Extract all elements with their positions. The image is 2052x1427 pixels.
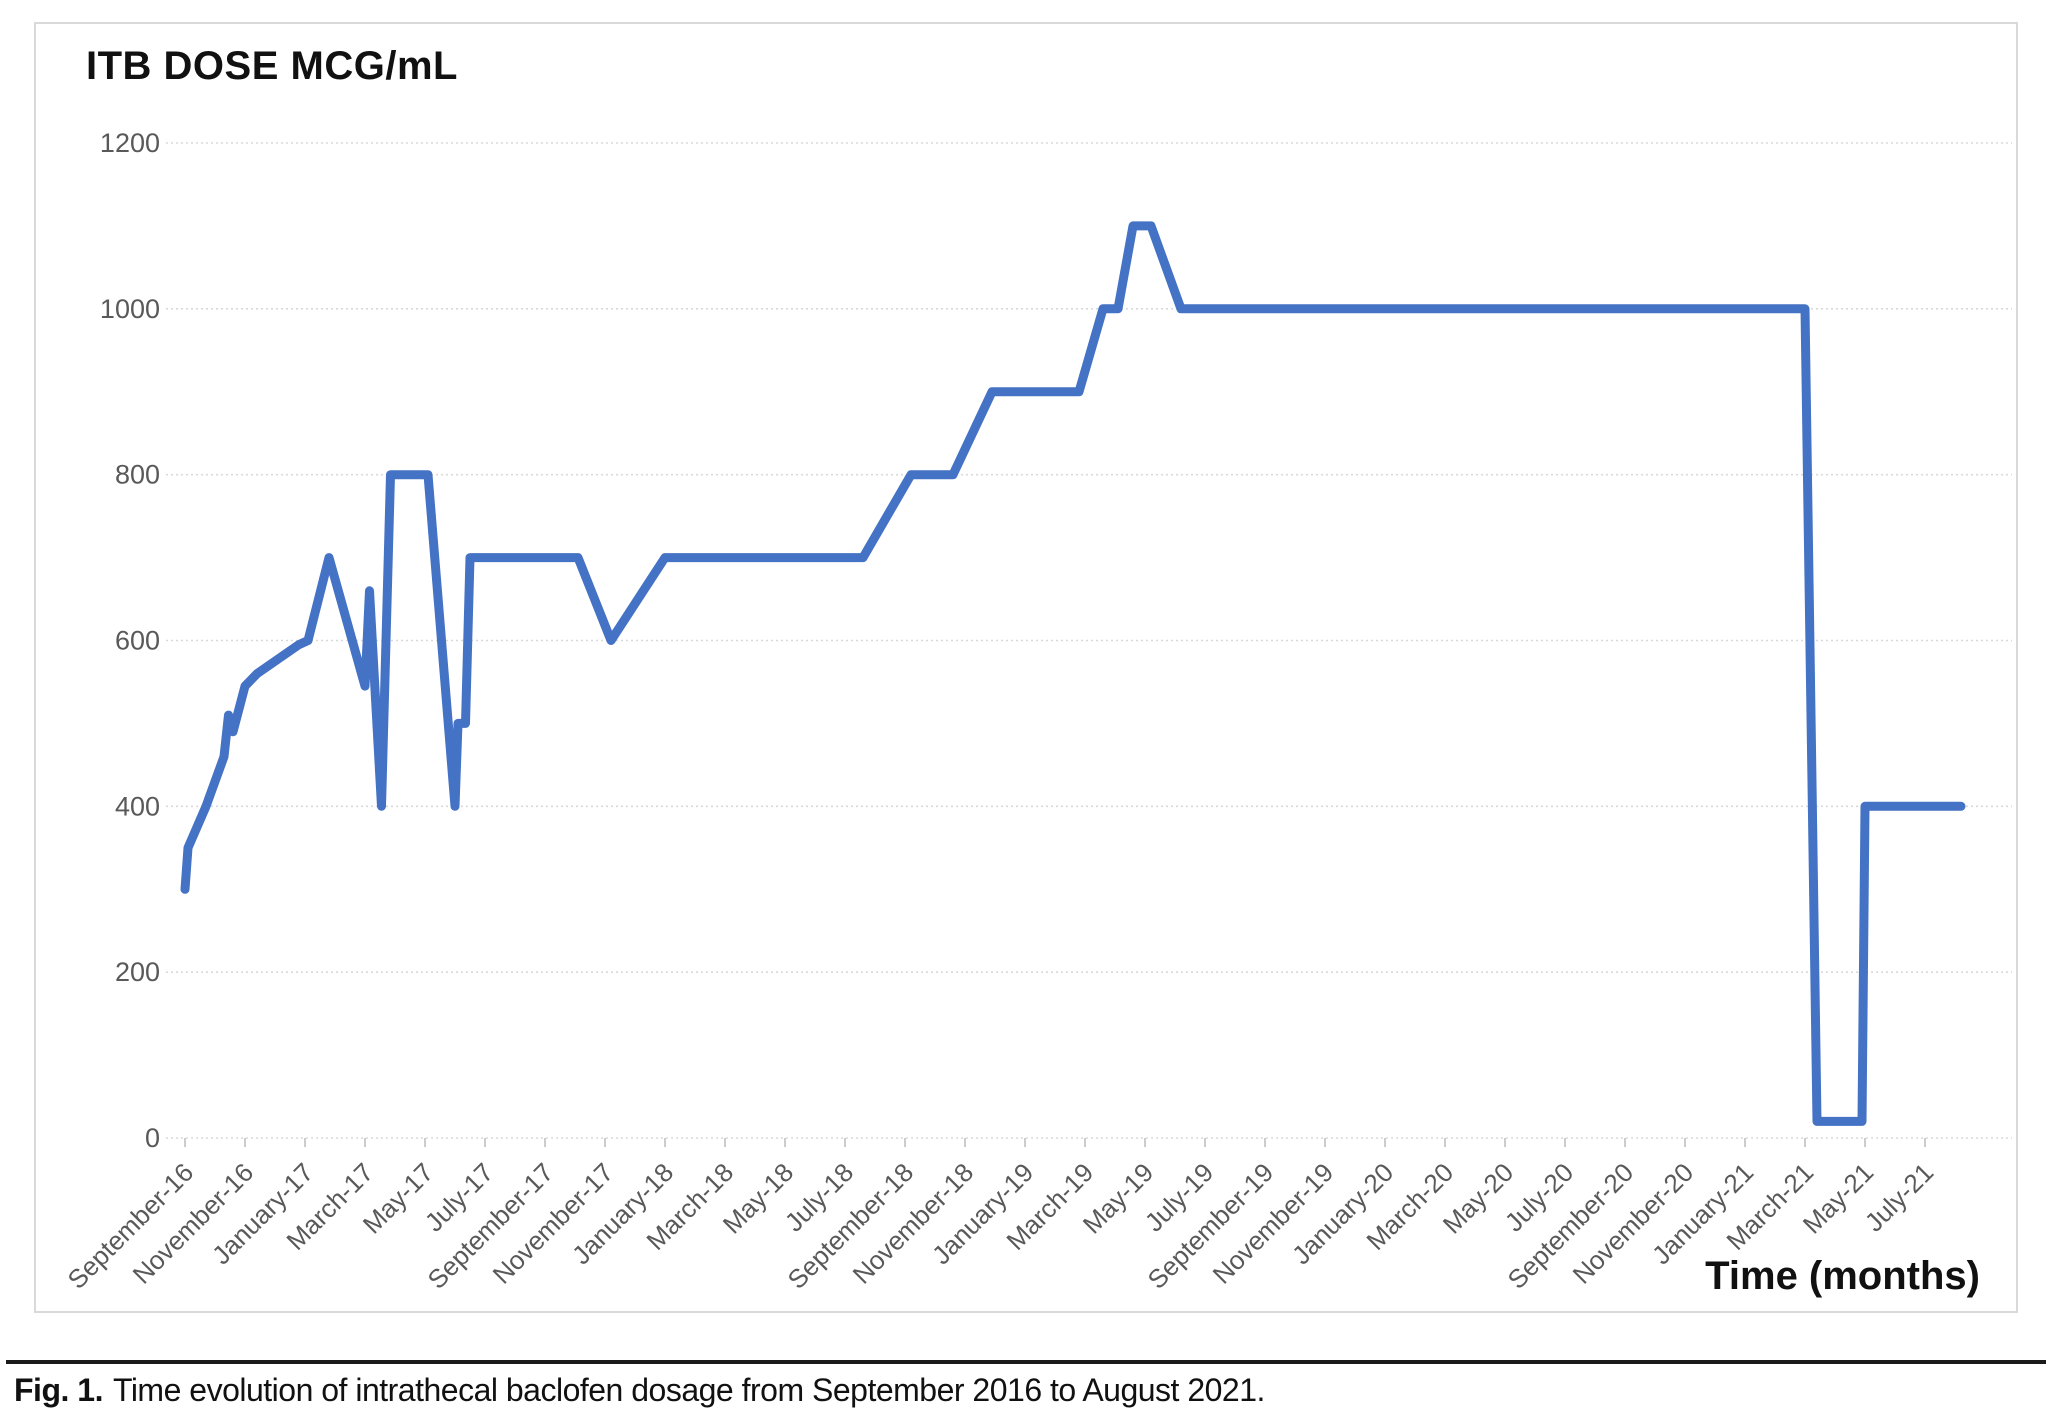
chart-container: 0 200 400 600 800 1000 1200 September-16 Novembe…: [34, 22, 2018, 1313]
y-tick-label: 400: [115, 791, 160, 821]
chart-title: ITB DOSE MCG/mL: [86, 44, 458, 88]
x-tick-label: July-21: [1859, 1157, 1939, 1237]
y-tick-label: 0: [145, 1123, 160, 1153]
dose-line: [180, 221, 1966, 1126]
y-tick-label: 1000: [100, 294, 160, 324]
figure-caption: Fig. 1. Time evolution of intrathecal bac…: [14, 1372, 1265, 1409]
dose-line-chart: 020040060080010001200September-16Novembe…: [62, 128, 2012, 1295]
y-tick-label: 600: [115, 626, 160, 656]
figure-caption-text: Time evolution of intrathecal baclofen d…: [112, 1372, 1265, 1408]
y-tick-label: 1200: [100, 128, 160, 158]
y-tick-label: 800: [115, 460, 160, 490]
figure-label: Fig. 1.: [14, 1372, 103, 1408]
y-tick-label: 200: [115, 957, 160, 987]
caption-divider: [6, 1360, 2046, 1364]
x-axis-title: Time (months): [1705, 1254, 1980, 1298]
